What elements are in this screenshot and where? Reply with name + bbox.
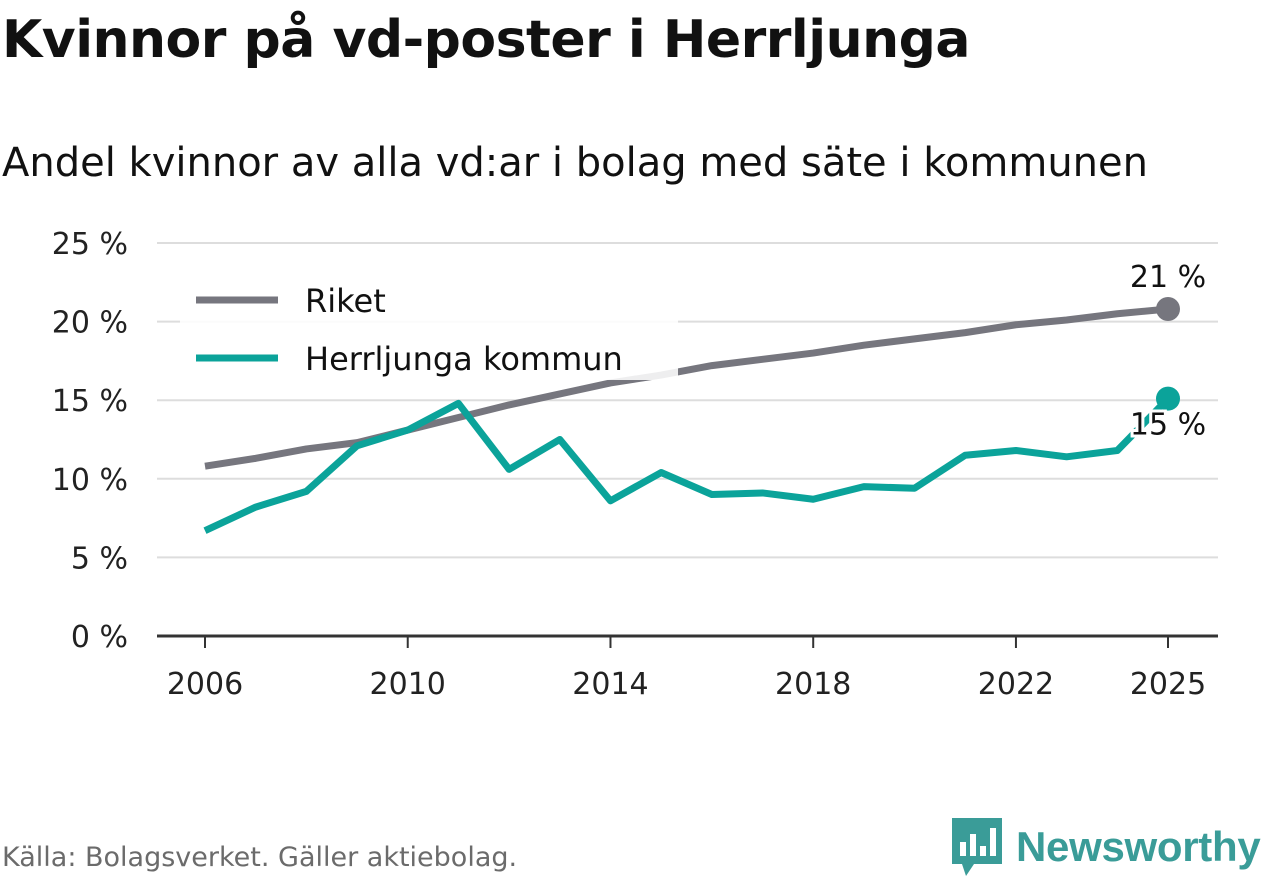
x-tick-label: 2006 — [167, 667, 243, 702]
y-tick-label: 20 % — [52, 306, 128, 341]
series-lines — [203, 297, 1180, 534]
end-label-riket: 21 % — [1130, 260, 1206, 295]
x-tick-label: 2025 — [1130, 667, 1206, 702]
y-tick-label: 0 % — [71, 620, 128, 655]
y-tick-label: 5 % — [71, 541, 128, 576]
y-axis-ticks: 0 % 5 % 10 % 15 % 20 % 25 % — [52, 227, 128, 655]
x-tick-label: 2014 — [572, 667, 648, 702]
chart-title: Kvinnor på vd-poster i Herrljunga — [2, 10, 970, 70]
legend-label: Riket — [305, 282, 386, 320]
end-labels: 21 % 15 % — [1127, 260, 1209, 446]
source-note: Källa: Bolagsverket. Gäller aktiebolag. — [2, 842, 518, 873]
x-tick-label: 2010 — [370, 667, 446, 702]
x-axis-ticks: 2006 2010 2014 2018 2022 2025 — [167, 636, 1206, 702]
series-end-point-1 — [1156, 386, 1180, 411]
chart-subtitle: Andel kvinnor av alla vd:ar i bolag med … — [2, 140, 1148, 186]
brand-name: Newsworthy — [1016, 823, 1261, 870]
y-tick-label: 25 % — [52, 227, 128, 262]
newsworthy-logo: Newsworthy — [952, 818, 1261, 876]
y-tick-label: 10 % — [52, 463, 128, 498]
newsworthy-bar-chart-icon — [952, 818, 1002, 876]
x-tick-label: 2022 — [978, 667, 1054, 702]
end-label-herrljunga: 15 % — [1130, 408, 1206, 443]
series-end-point-0 — [1156, 297, 1180, 322]
series-line-1 — [203, 396, 1171, 534]
legend: Riket Herrljunga kommun — [180, 268, 678, 380]
legend-label: Herrljunga kommun — [305, 340, 623, 378]
x-tick-label: 2018 — [775, 667, 851, 702]
y-tick-label: 15 % — [52, 384, 128, 419]
